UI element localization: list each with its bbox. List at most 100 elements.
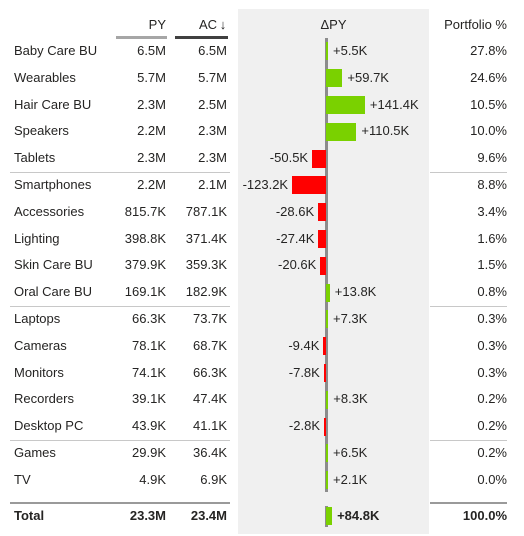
- delta-label: +110.5K: [361, 123, 410, 139]
- py-value: 2.3M: [137, 96, 166, 112]
- delta-label: -123.2K: [242, 177, 289, 192]
- table-row[interactable]: Smartphones 2.2M 2.1M -123.2K 8.8%: [0, 172, 524, 199]
- ac-value: 36.4K: [193, 445, 227, 460]
- portfolio-header[interactable]: Portfolio %: [444, 17, 507, 32]
- table-row[interactable]: TV 4.9K 6.9K +2.1K 0.0%: [0, 467, 524, 494]
- row-label: Recorders: [14, 391, 74, 407]
- delta-bar: [324, 417, 326, 436]
- delta-bar: [320, 256, 326, 275]
- table-row[interactable]: Games 29.9K 36.4K +6.5K 0.2%: [0, 440, 524, 467]
- ac-value: 2.5M: [198, 96, 227, 112]
- row-label: Skin Care BU: [14, 257, 93, 273]
- delta-bar: [326, 42, 328, 61]
- delta-bar: [312, 149, 326, 168]
- table-row[interactable]: Tablets 2.3M 2.3M -50.5K 9.6%: [0, 145, 524, 172]
- delta-label: -20.6K: [278, 257, 317, 273]
- ac-value: 41.1K: [193, 418, 227, 434]
- portfolio-value: 10.5%: [470, 96, 507, 112]
- py-value: 4.9K: [139, 471, 166, 487]
- py-header[interactable]: PY: [148, 17, 166, 32]
- row-label: Speakers: [14, 123, 69, 139]
- ac-value: 6.9K: [200, 471, 227, 487]
- delta-label: -50.5K: [269, 150, 309, 166]
- row-label: Tablets: [14, 150, 56, 166]
- table-row[interactable]: Speakers 2.2M 2.3M +110.5K 10.0%: [0, 118, 524, 145]
- delta-label: -9.4K: [288, 337, 320, 353]
- portfolio-value: 10.0%: [470, 123, 507, 139]
- delta-label: +6.5K: [333, 445, 368, 460]
- total-py-value: 23.3M: [129, 508, 166, 523]
- portfolio-value: 8.8%: [477, 177, 507, 192]
- table-row[interactable]: Desktop PC 43.9K 41.1K -2.8K 0.2%: [0, 413, 524, 440]
- delta-label: +5.5K: [333, 43, 368, 58]
- delta-label: -2.8K: [288, 418, 320, 434]
- delta-bar: [323, 337, 326, 356]
- group-separator: [10, 306, 230, 307]
- ac-value: 182.9K: [185, 284, 227, 300]
- group-separator: [10, 172, 230, 173]
- total-portfolio-value: 100.0%: [462, 508, 507, 523]
- ac-value: 2.3M: [198, 150, 227, 166]
- row-label: Laptops: [14, 311, 61, 326]
- delta-py-header[interactable]: ΔPY: [320, 17, 347, 32]
- portfolio-value: 1.5%: [477, 257, 507, 273]
- table-row[interactable]: Oral Care BU 169.1K 182.9K +13.8K 0.8%: [0, 279, 524, 306]
- table-row[interactable]: Accessories 815.7K 787.1K -28.6K 3.4%: [0, 199, 524, 226]
- portfolio-value: 0.3%: [477, 364, 507, 380]
- ac-value: 359.3K: [185, 257, 227, 273]
- delta-bar: [326, 390, 329, 409]
- row-label: Desktop PC: [14, 418, 84, 434]
- table-row[interactable]: Monitors 74.1K 66.3K -7.8K 0.3%: [0, 360, 524, 387]
- ac-value: 2.3M: [198, 123, 227, 139]
- delta-label: +13.8K: [334, 284, 377, 300]
- ac-value: 2.1M: [198, 177, 227, 192]
- delta-axis: [325, 38, 328, 492]
- delta-bar: [326, 471, 328, 490]
- table-row[interactable]: Lighting 398.8K 371.4K -27.4K 1.6%: [0, 226, 524, 253]
- py-value: 43.9K: [132, 418, 166, 434]
- total-label: Total: [14, 508, 45, 523]
- total-separator: [430, 502, 507, 504]
- total-row[interactable]: Total 23.3M 23.4M +84.8K 100.0%: [0, 503, 524, 530]
- row-label: Baby Care BU: [14, 43, 98, 58]
- portfolio-value: 0.0%: [477, 471, 507, 487]
- portfolio-value: 0.2%: [477, 445, 507, 460]
- py-value: 398.8K: [124, 230, 166, 246]
- ac-value: 787.1K: [185, 203, 227, 219]
- row-label: Games: [14, 445, 56, 460]
- row-label: Oral Care BU: [14, 284, 93, 300]
- total-ac-value: 23.4M: [190, 508, 227, 523]
- ac-value: 47.4K: [193, 391, 227, 407]
- delta-label: +8.3K: [333, 391, 368, 407]
- group-separator: [430, 440, 507, 441]
- py-value: 2.2M: [137, 123, 166, 139]
- table-row[interactable]: Skin Care BU 379.9K 359.3K -20.6K 1.5%: [0, 252, 524, 279]
- group-separator: [430, 172, 507, 173]
- row-label: Wearables: [14, 69, 76, 85]
- row-label: Lighting: [14, 230, 60, 246]
- py-value: 6.5M: [137, 43, 166, 58]
- table-row[interactable]: Laptops 66.3K 73.7K +7.3K 0.3%: [0, 306, 524, 333]
- delta-label: +7.3K: [333, 311, 368, 326]
- table-row[interactable]: Cameras 78.1K 68.7K -9.4K 0.3%: [0, 333, 524, 360]
- py-value: 169.1K: [124, 284, 166, 300]
- delta-bar: [318, 203, 326, 222]
- row-label: Accessories: [14, 203, 85, 219]
- table-row[interactable]: Recorders 39.1K 47.4K +8.3K 0.2%: [0, 386, 524, 413]
- py-value: 815.7K: [124, 203, 166, 219]
- delta-label: -7.8K: [288, 364, 320, 380]
- row-label: Smartphones: [14, 177, 92, 192]
- portfolio-value: 0.2%: [477, 418, 507, 434]
- table-row[interactable]: Baby Care BU 6.5M 6.5M +5.5K 27.8%: [0, 38, 524, 65]
- arrow-down-icon[interactable]: ↓: [219, 17, 227, 32]
- portfolio-value: 3.4%: [477, 203, 507, 219]
- py-value: 66.3K: [132, 311, 166, 326]
- table-row[interactable]: Hair Care BU 2.3M 2.5M +141.4K 10.5%: [0, 92, 524, 119]
- row-label: TV: [14, 471, 31, 487]
- delta-bar: [326, 444, 328, 463]
- table-row[interactable]: Wearables 5.7M 5.7M +59.7K 24.6%: [0, 65, 524, 92]
- delta-label: +141.4K: [369, 96, 419, 112]
- py-value: 379.9K: [124, 257, 166, 273]
- delta-label: -27.4K: [276, 230, 315, 246]
- ac-header[interactable]: AC: [198, 17, 217, 32]
